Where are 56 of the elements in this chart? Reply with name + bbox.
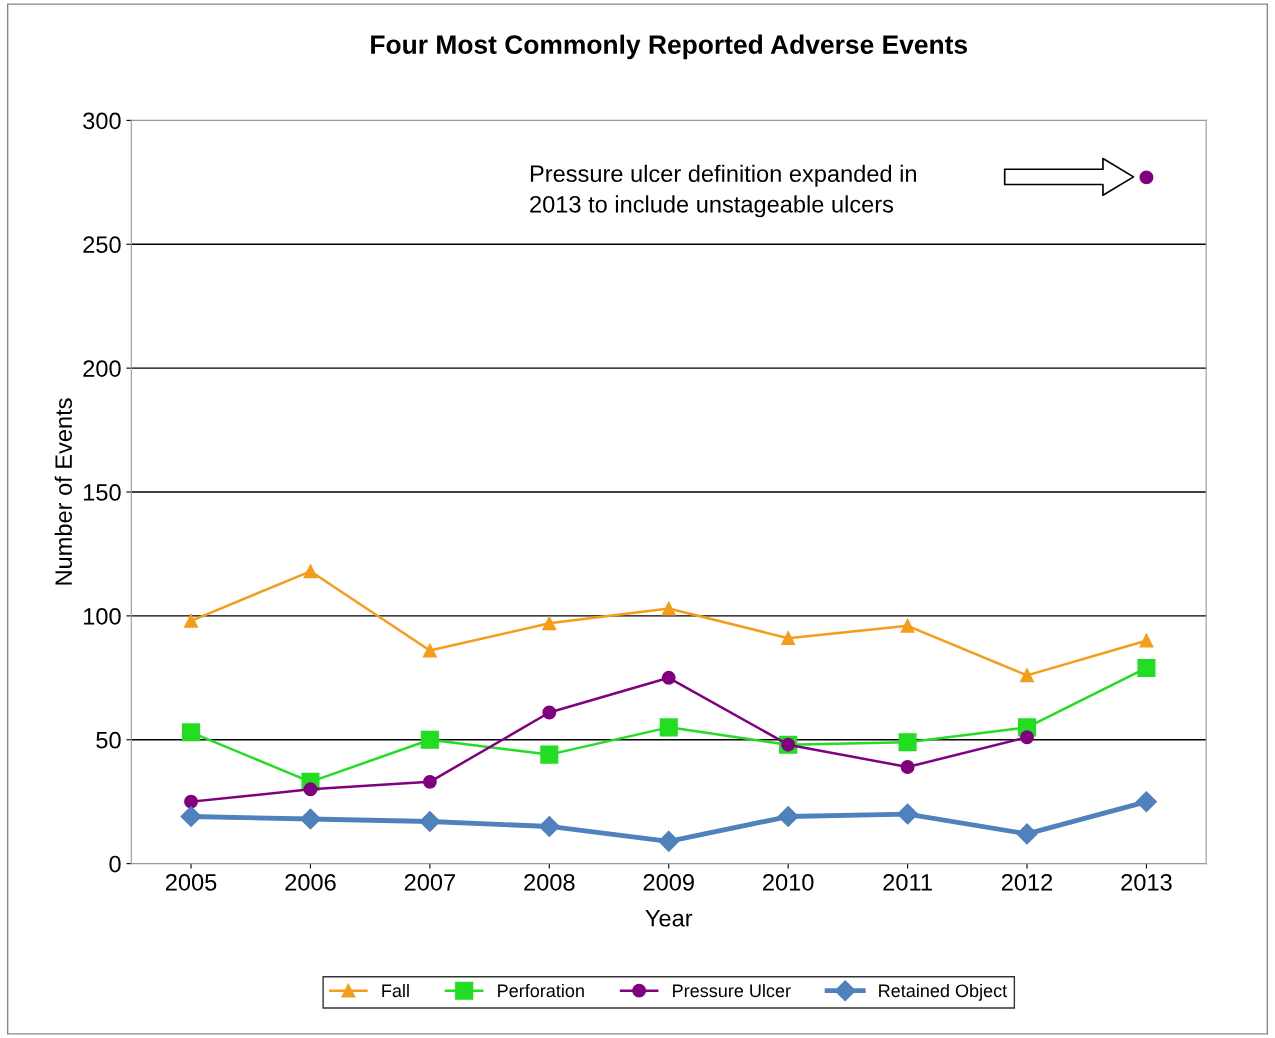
- x-tick-label: 2011: [883, 873, 932, 891]
- x-tick-label: 2005: [165, 873, 217, 891]
- point: [1016, 823, 1038, 845]
- y-tick-label: 250: [83, 236, 121, 254]
- x-tick-label: 2006: [285, 873, 336, 891]
- legend-label: Retained Object: [879, 983, 1008, 1001]
- point: [303, 564, 318, 579]
- y-tick-label: 150: [84, 484, 121, 501]
- x-tick-label: 2008: [524, 873, 575, 891]
- y-tick-label: 100: [84, 607, 121, 625]
- y-axis-title: Number of Events: [54, 398, 72, 585]
- point: [1139, 633, 1154, 648]
- point: [303, 782, 318, 797]
- point: [182, 723, 201, 742]
- point: [1020, 730, 1034, 745]
- chart-title: Four Most Commonly Reported Adverse Events: [371, 34, 968, 60]
- point: [898, 733, 917, 752]
- point: [1020, 668, 1034, 683]
- x-tick-label: 2010: [763, 873, 814, 891]
- point: [542, 616, 557, 631]
- point: [1139, 170, 1154, 185]
- point: [420, 730, 439, 749]
- point: [422, 643, 437, 658]
- point: [422, 774, 437, 789]
- x-tick-label: 2009: [643, 873, 694, 891]
- point: [658, 830, 680, 852]
- x-tick-label: 2007: [404, 873, 455, 891]
- y-tick-label: 200: [83, 360, 121, 377]
- y-tick-label: 300: [83, 112, 121, 130]
- point: [777, 806, 799, 828]
- point: [184, 613, 198, 628]
- point: [661, 601, 676, 616]
- annotation: Pressure ulcer definition expanded in 2013 to include unstageable ulcers: [530, 164, 916, 218]
- point: [1137, 658, 1156, 677]
- point: [538, 815, 560, 837]
- x-tick-label: 2013: [1121, 873, 1172, 891]
- legend-label: Perforation: [498, 983, 584, 998]
- point: [900, 618, 915, 633]
- point: [781, 631, 796, 646]
- point: [1135, 791, 1157, 813]
- point: [180, 806, 202, 828]
- x-axis-title: Year: [645, 910, 693, 927]
- y-tick-label: 50: [96, 731, 121, 749]
- legend-label: Fall: [382, 983, 409, 998]
- point: [900, 760, 915, 774]
- point: [184, 794, 198, 809]
- legend-label: Pressure Ulcer: [673, 983, 791, 998]
- point: [659, 718, 678, 737]
- point: [897, 803, 919, 825]
- y-tick-label: 0: [109, 855, 121, 873]
- point: [299, 808, 321, 830]
- point: [542, 705, 557, 720]
- point: [661, 670, 676, 685]
- point: [540, 745, 559, 764]
- point: [419, 810, 441, 833]
- x-tick-label: 2012: [1001, 873, 1053, 891]
